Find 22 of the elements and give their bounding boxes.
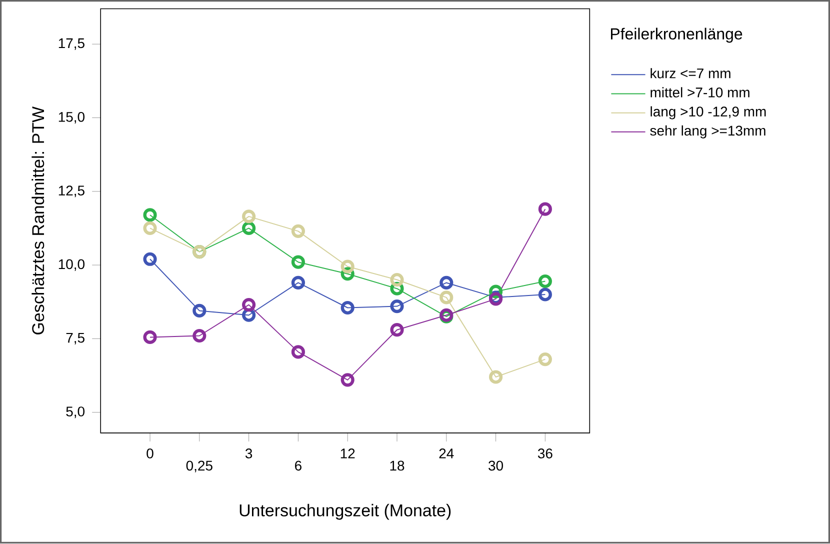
- y-axis-title: Geschätztes Randmittel: PTW: [32, 106, 44, 335]
- x-axis-title: Untersuchungszeit (Monate): [240, 504, 451, 520]
- legend-title: Pfeilerkronenlänge: [611, 28, 742, 43]
- legend-label: kurz <=7 mm: [650, 68, 730, 79]
- legend-label: sehr lang >=13mm: [650, 126, 766, 139]
- y-tick-label: 5,0: [66, 406, 84, 418]
- x-tick-label: 0: [146, 448, 154, 459]
- x-tick-label: 12: [340, 448, 355, 459]
- x-tick-label: 36: [538, 448, 552, 459]
- x-tick-label: 24: [439, 448, 454, 459]
- x-tick-label: 6: [295, 460, 302, 471]
- x-tick-label: 18: [390, 460, 404, 471]
- y-tick-label: 15,0: [58, 112, 84, 124]
- y-tick-label: 7,5: [66, 333, 84, 345]
- y-tick-label: 12,5: [58, 186, 84, 198]
- x-tick-label: 30: [488, 460, 504, 471]
- x-tick-label: 3: [245, 448, 252, 459]
- y-tick-label: 17,5: [58, 38, 84, 50]
- x-tick-label: 0,25: [186, 460, 212, 472]
- legend-label: lang >10 -12,9 mm: [650, 106, 766, 120]
- legend-label: mittel >7-10 mm: [650, 87, 750, 98]
- y-tick-label: 10,0: [58, 260, 84, 272]
